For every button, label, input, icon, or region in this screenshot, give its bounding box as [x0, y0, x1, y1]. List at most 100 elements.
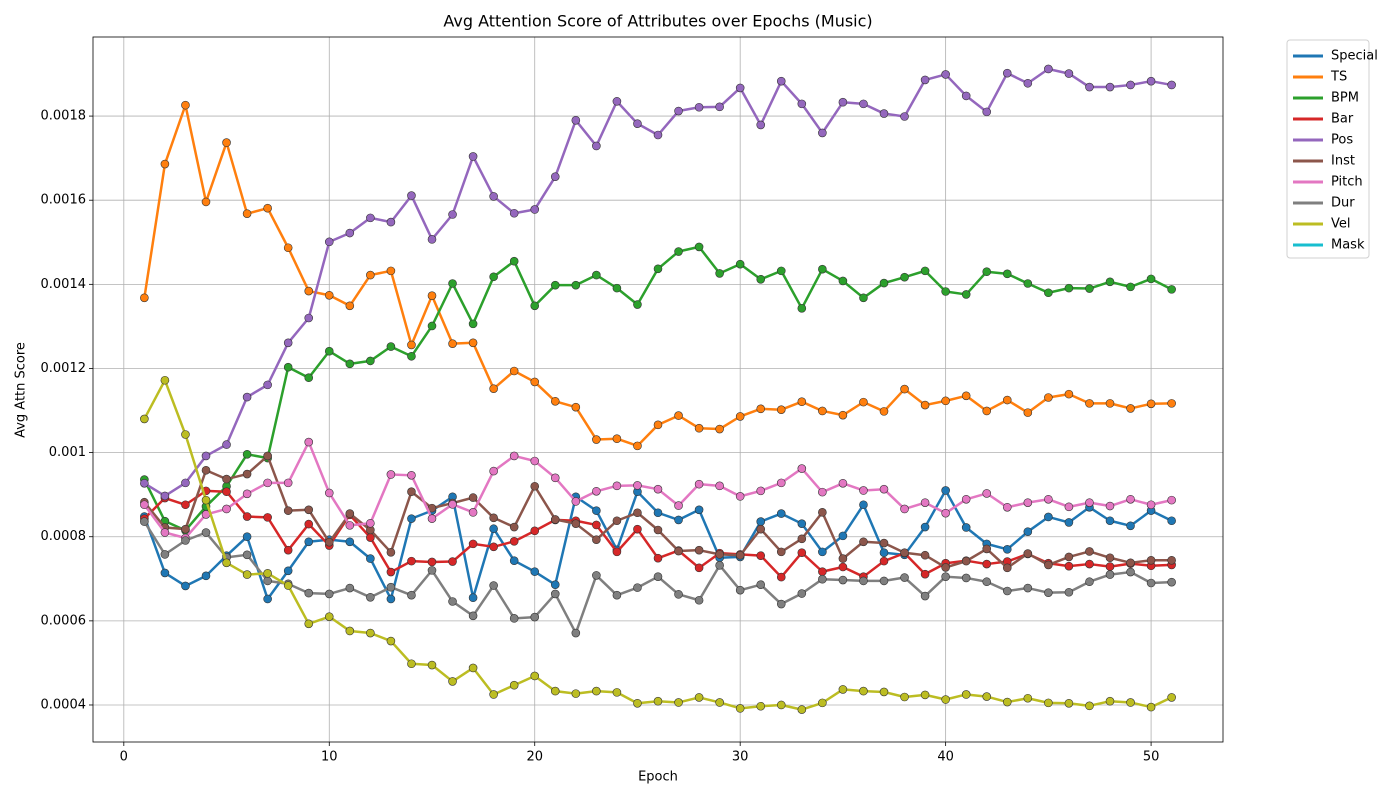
data-point — [982, 489, 992, 498]
data-point — [900, 692, 909, 702]
data-point — [571, 497, 581, 506]
data-point — [612, 547, 622, 557]
data-point — [859, 486, 868, 495]
data-point — [140, 293, 149, 303]
data-point — [181, 500, 190, 510]
data-point — [366, 518, 375, 528]
data-point — [1044, 588, 1053, 597]
data-point — [448, 557, 457, 566]
data-point — [571, 628, 581, 638]
data-point — [1146, 76, 1156, 86]
data-point — [1105, 553, 1115, 563]
data-point — [633, 119, 642, 128]
data-point — [674, 106, 683, 116]
grid: 0 10 20 30 40 50 0.0004 0.0006 0.0008 0.001 0.0012… — [41, 37, 1223, 765]
data-point — [920, 569, 930, 579]
data-point — [1023, 78, 1033, 88]
data-point — [386, 594, 396, 604]
data-point — [509, 256, 519, 266]
data-point — [920, 591, 930, 601]
data-point — [509, 366, 519, 376]
data-point — [324, 237, 334, 247]
data-point — [592, 270, 601, 280]
data-point — [674, 515, 683, 525]
data-point — [776, 509, 786, 518]
y-tick-label: 0.0004 — [41, 697, 87, 712]
data-point — [756, 274, 766, 284]
data-point — [366, 592, 375, 602]
data-point — [1105, 277, 1115, 287]
data-point — [427, 660, 437, 670]
data-point — [818, 698, 827, 708]
data-point — [530, 567, 540, 576]
data-point — [324, 290, 334, 300]
data-point — [961, 523, 971, 532]
data-point — [242, 449, 252, 459]
data-point — [1044, 64, 1053, 74]
data-point — [982, 559, 992, 569]
data-point — [1167, 399, 1176, 408]
data-point — [756, 701, 766, 711]
data-point — [612, 481, 622, 491]
data-point — [674, 247, 683, 256]
data-point — [612, 516, 622, 526]
data-point — [1023, 693, 1033, 703]
data-point — [530, 301, 540, 311]
data-point — [961, 290, 971, 299]
y-tick-label: 0.0008 — [41, 529, 87, 544]
data-point — [694, 102, 704, 112]
data-point — [386, 636, 396, 646]
data-point — [468, 663, 478, 673]
data-point — [201, 197, 211, 207]
data-point — [242, 469, 252, 479]
data-point — [140, 414, 149, 424]
data-point — [715, 102, 724, 112]
data-point — [941, 572, 950, 581]
data-point — [160, 550, 170, 559]
data-point — [715, 269, 724, 278]
data-point — [1105, 562, 1115, 571]
data-point — [1126, 80, 1135, 90]
data-point — [859, 99, 868, 109]
data-point — [386, 470, 396, 479]
data-point — [571, 689, 581, 698]
data-point — [1126, 494, 1135, 504]
data-point — [735, 550, 745, 560]
data-point — [879, 484, 889, 494]
data-point — [304, 519, 314, 529]
data-point — [715, 550, 724, 559]
y-axis-label: Avg Attn Score — [14, 342, 29, 438]
data-point — [592, 486, 601, 496]
data-point — [653, 264, 663, 274]
data-point — [181, 430, 190, 439]
data-point — [920, 400, 930, 410]
data-point — [407, 340, 416, 350]
data-point — [1126, 521, 1135, 531]
data-point — [1064, 283, 1074, 293]
data-point — [1044, 698, 1053, 708]
data-point — [530, 671, 540, 681]
data-point — [1044, 288, 1053, 298]
data-point — [694, 693, 704, 702]
data-point — [1126, 282, 1135, 292]
data-point — [1044, 393, 1053, 402]
data-point — [592, 520, 601, 530]
data-point — [982, 544, 992, 554]
data-point — [797, 534, 807, 544]
data-point — [304, 588, 314, 598]
plot-area — [140, 64, 1176, 714]
data-point — [448, 339, 457, 348]
data-point — [900, 272, 909, 282]
x-tick-label: 0 — [120, 750, 128, 765]
data-point — [509, 556, 519, 566]
data-point — [468, 611, 478, 621]
data-point — [1105, 570, 1115, 579]
data-point — [920, 498, 930, 507]
data-point — [1105, 696, 1115, 706]
data-point — [941, 287, 950, 296]
data-point — [961, 690, 971, 699]
data-point — [283, 506, 293, 515]
data-point — [776, 700, 786, 710]
y-tick-label: 0.0006 — [41, 613, 87, 628]
